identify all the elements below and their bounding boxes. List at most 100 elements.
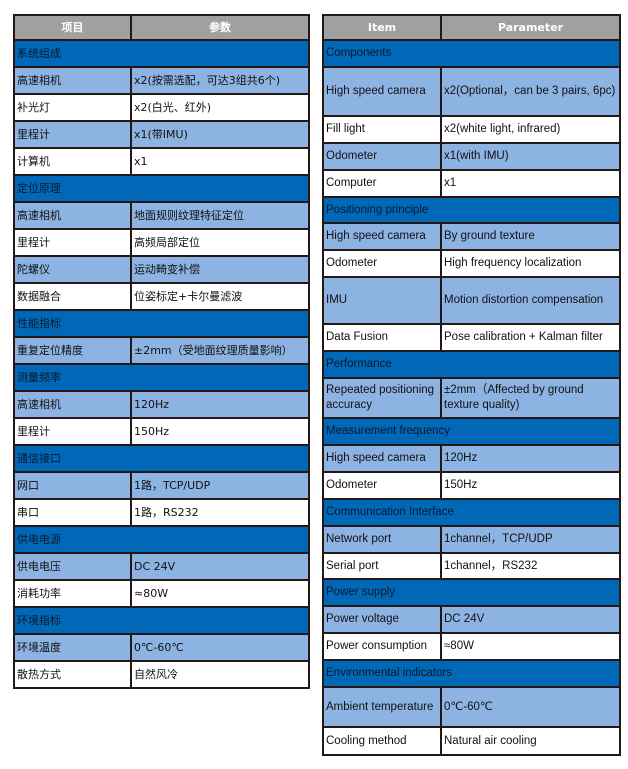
- section-row: Communication Interface: [322, 498, 621, 527]
- table-row: 里程计 150Hz: [13, 417, 310, 446]
- section-row: 通信接口: [13, 444, 310, 473]
- table-row: Ambient temperature 0℃-60℃: [322, 686, 621, 728]
- cell-item: Power consumption: [322, 632, 442, 661]
- table-header-row: 项目 参数: [13, 14, 310, 41]
- table-row: High speed camera By ground texture: [322, 222, 621, 251]
- cell-value: 0℃-60℃: [130, 633, 310, 662]
- cell-value: By ground texture: [440, 222, 621, 251]
- table-row: 高速相机 地面规则纹理特征定位: [13, 201, 310, 230]
- cell-value: ±2mm（受地面纹理质量影响）: [130, 336, 310, 365]
- cell-item: Power voltage: [322, 605, 442, 634]
- cell-value: x2(白光、红外): [130, 93, 310, 122]
- table-row: Cooling method Natural air cooling: [322, 726, 621, 756]
- section-title: 定位原理: [13, 174, 310, 203]
- cell-item: 散热方式: [13, 660, 132, 689]
- cell-value: ±2mm（Affected by ground texture quality): [440, 377, 621, 419]
- cell-item: 里程计: [13, 228, 132, 257]
- spec-table-english: Item Parameter Components High speed came…: [322, 14, 621, 756]
- section-title: Positioning principle: [322, 196, 621, 224]
- table-row: 数据融合 位姿标定+卡尔曼滤波: [13, 282, 310, 311]
- cell-value: 150Hz: [130, 417, 310, 446]
- cell-item: Odometer: [322, 249, 442, 278]
- cell-value: 1channel，RS232: [440, 552, 621, 580]
- table-row: 里程计 高频局部定位: [13, 228, 310, 257]
- table-row: Power consumption ≈80W: [322, 632, 621, 661]
- table-row: 供电电压 DC 24V: [13, 552, 310, 581]
- section-title: 环境指标: [13, 606, 310, 635]
- cell-value: 运动畸变补偿: [130, 255, 310, 284]
- cell-item: 高速相机: [13, 390, 132, 419]
- section-row: Measurement frequency: [322, 417, 621, 446]
- cell-item: Odometer: [322, 142, 442, 171]
- cell-value: 150Hz: [440, 471, 621, 500]
- cell-value: x1: [440, 169, 621, 198]
- cell-value: 120Hz: [130, 390, 310, 419]
- section-row: 环境指标: [13, 606, 310, 635]
- table-row: 高速相机 120Hz: [13, 390, 310, 419]
- cell-value: x2(按需选配，可达3组共6个): [130, 66, 310, 95]
- cell-value: 位姿标定+卡尔曼滤波: [130, 282, 310, 311]
- cell-value: ≈80W: [130, 579, 310, 608]
- table-row: 环境温度 0℃-60℃: [13, 633, 310, 662]
- table-row: 计算机 x1: [13, 147, 310, 176]
- table-row: Network port 1channel，TCP/UDP: [322, 525, 621, 554]
- cell-value: x1(with IMU): [440, 142, 621, 171]
- section-row: 性能指标: [13, 309, 310, 338]
- table-row: 高速相机 x2(按需选配，可达3组共6个): [13, 66, 310, 95]
- cell-value: ≈80W: [440, 632, 621, 661]
- cell-item: 消耗功率: [13, 579, 132, 608]
- cell-value: 自然风冷: [130, 660, 310, 689]
- section-title: Components: [322, 39, 621, 68]
- header-item: Item: [322, 14, 442, 41]
- cell-value: 1路，TCP/UDP: [130, 471, 310, 500]
- cell-value: x1: [130, 147, 310, 176]
- table-row: 消耗功率 ≈80W: [13, 579, 310, 608]
- table-row: Odometer x1(with IMU): [322, 142, 621, 171]
- cell-item: 网口: [13, 471, 132, 500]
- cell-item: Serial port: [322, 552, 442, 580]
- cell-value: DC 24V: [130, 552, 310, 581]
- cell-value: 地面规则纹理特征定位: [130, 201, 310, 230]
- cell-value: x1(带IMU): [130, 120, 310, 149]
- header-parameter: 参数: [130, 14, 310, 41]
- cell-item: 高速相机: [13, 201, 132, 230]
- cell-item: High speed camera: [322, 66, 442, 117]
- section-row: Positioning principle: [322, 196, 621, 224]
- table-row: IMU Motion distortion compensation: [322, 276, 621, 325]
- section-title: 测量频率: [13, 363, 310, 392]
- cell-item: 计算机: [13, 147, 132, 176]
- cell-item: High speed camera: [322, 222, 442, 251]
- section-row: 系统组成: [13, 39, 310, 68]
- cell-item: Fill light: [322, 115, 442, 144]
- cell-item: 供电电压: [13, 552, 132, 581]
- cell-item: 高速相机: [13, 66, 132, 95]
- cell-value: High frequency localization: [440, 249, 621, 278]
- cell-item: 串口: [13, 498, 132, 527]
- section-row: 测量频率: [13, 363, 310, 392]
- cell-value: x2(white light, infrared): [440, 115, 621, 144]
- cell-item: 里程计: [13, 120, 132, 149]
- table-row: 补光灯 x2(白光、红外): [13, 93, 310, 122]
- table-row: Power voltage DC 24V: [322, 605, 621, 634]
- section-title: 性能指标: [13, 309, 310, 338]
- cell-item: 里程计: [13, 417, 132, 446]
- table-row: Fill light x2(white light, infrared): [322, 115, 621, 144]
- cell-item: Computer: [322, 169, 442, 198]
- cell-item: 数据融合: [13, 282, 132, 311]
- table-row: Computer x1: [322, 169, 621, 198]
- cell-value: Motion distortion compensation: [440, 276, 621, 325]
- cell-item: 陀螺仪: [13, 255, 132, 284]
- section-row: 供电电源: [13, 525, 310, 554]
- spec-table-chinese: 项目 参数 系统组成 高速相机 x2(按需选配，可达3组共6个) 补光灯 x2(白光、红…: [13, 14, 310, 689]
- table-row: High speed camera 120Hz: [322, 444, 621, 473]
- table-row: 网口 1路，TCP/UDP: [13, 471, 310, 500]
- table-row: 里程计 x1(带IMU): [13, 120, 310, 149]
- table-row: 陀螺仪 运动畸变补偿: [13, 255, 310, 284]
- cell-item: Cooling method: [322, 726, 442, 756]
- table-row: Data Fusion Pose calibration + Kalman fil…: [322, 323, 621, 352]
- cell-item: 补光灯: [13, 93, 132, 122]
- cell-value: 1channel，TCP/UDP: [440, 525, 621, 554]
- table-header-row: Item Parameter: [322, 14, 621, 41]
- cell-item: Repeated positioning accuracy: [322, 377, 442, 419]
- cell-item: Odometer: [322, 471, 442, 500]
